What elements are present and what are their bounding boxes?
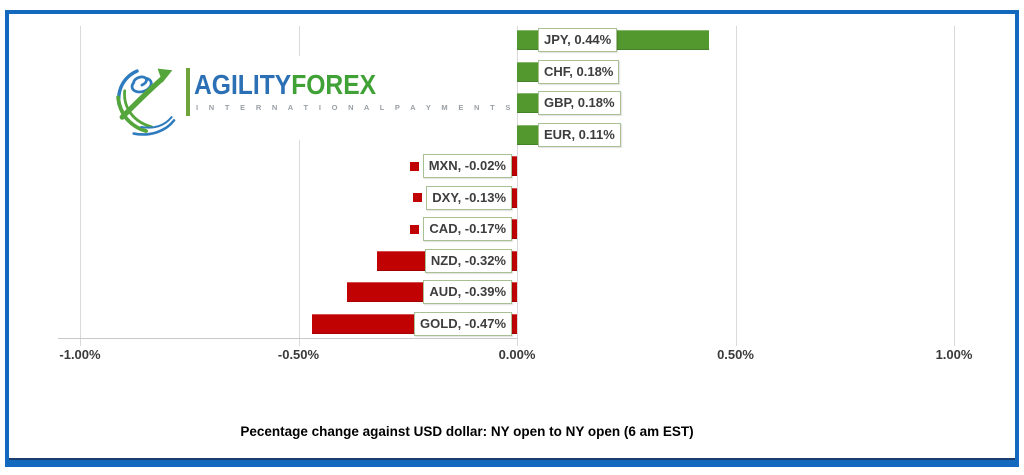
legend-key-nzd (412, 256, 421, 265)
legend-key-dxy (413, 193, 422, 202)
x-tick-label: 0.00% (498, 347, 536, 362)
value-axis-line (58, 338, 517, 339)
gridline-0.50% (735, 26, 737, 346)
agilityforex-logo: AGILITYFOREX I N T E R N A T I O N A L P… (110, 56, 510, 140)
x-tick-label: 0.50% (717, 347, 754, 362)
bar-label-cad: CAD, -0.17% (423, 217, 512, 241)
legend-key-jpy (525, 35, 534, 45)
bar-label-jpy: JPY, 0.44% (538, 28, 618, 52)
bar-mxn (508, 156, 517, 176)
legend-key-aud (410, 287, 419, 297)
bar-chart: JPY, 0.44% CHF, 0.18% GBP, 0.18% EUR, 0.11%… (9, 14, 1015, 460)
logo-divider (186, 68, 190, 116)
gridline--1.00% (80, 26, 81, 346)
chart-title: Pecentage change against USD dollar: NY … (240, 424, 694, 439)
legend-key-cad (410, 224, 419, 234)
legend-key-gbp (525, 98, 534, 108)
bar-label-aud: AUD, -0.39% (423, 280, 512, 304)
x-tick-label: -0.50% (277, 347, 320, 362)
brand-agility: AGILITY (194, 69, 292, 100)
bar-label-nzd: NZD, -0.32% (424, 248, 512, 273)
bar-label-eur: EUR, 0.11% (538, 122, 621, 147)
x-tick-label: -1.00% (59, 347, 101, 362)
globe-swoosh-arrow-icon (116, 68, 176, 136)
bottom-accent-line (9, 458, 1015, 460)
gridline-0.00% (517, 26, 518, 346)
gridline--0.50% (298, 26, 300, 346)
bar-label-chf: CHF, 0.18% (538, 59, 620, 84)
brand-subtitle: I N T E R N A T I O N A L P A Y M E N T … (196, 103, 515, 112)
legend-key-chf (525, 67, 534, 76)
bar-label-gold: GOLD, -0.47% (414, 311, 512, 336)
gridline-1.00% (954, 26, 955, 346)
brand-wordmark: AGILITYFOREX (194, 69, 376, 101)
legend-key-mxn (410, 161, 419, 171)
legend-key-gold (401, 319, 410, 328)
x-tick-label: 1.00% (935, 347, 973, 362)
bar-label-mxn: MXN, -0.02% (422, 154, 512, 178)
brand-forex: FOREX (291, 69, 377, 100)
chart-frame: JPY, 0.44% CHF, 0.18% GBP, 0.18% EUR, 0.11%… (5, 10, 1019, 467)
bar-label-dxy: DXY, -0.13% (426, 185, 512, 210)
bar-label-gbp: GBP, 0.18% (538, 91, 621, 115)
legend-key-eur (525, 130, 534, 139)
